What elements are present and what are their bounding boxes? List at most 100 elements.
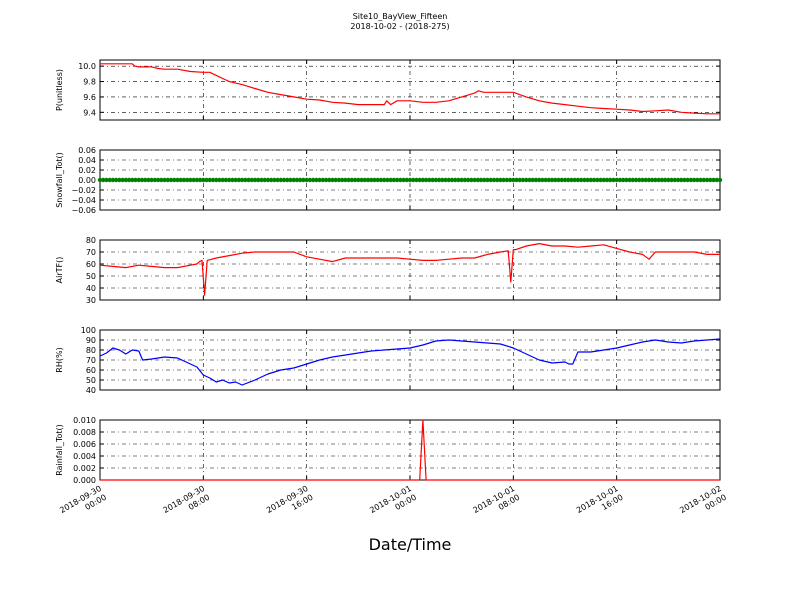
data-point [540,177,545,183]
series-line [99,243,720,296]
data-point [246,177,251,183]
data-point [688,177,694,183]
data-point [675,177,681,183]
data-point [333,177,338,183]
data-point [446,177,451,183]
data-point [714,177,719,183]
data-point [482,177,487,183]
data-point [553,177,558,183]
y-axis-label: Snowfall_Tot() [55,152,64,208]
data-point [327,177,332,183]
data-point [349,177,355,183]
data-point [317,177,322,183]
data-point [256,177,261,183]
data-point [398,177,403,183]
data-point [646,177,652,183]
data-point [314,177,319,183]
data-point [633,177,639,183]
data-point [320,177,326,183]
data-point [453,177,458,183]
y-tick-label: 70 [86,248,96,257]
data-point [469,177,474,183]
data-point [184,177,190,183]
data-point [294,177,300,183]
y-tick-label: 0.010 [73,416,96,425]
data-point [520,177,526,183]
panel-1: 10.0 9.8 9.6 9.4 P(unitless) [55,59,721,121]
data-point [672,177,677,183]
data-point [307,177,313,183]
data-point [394,177,400,183]
data-point [543,177,548,183]
data-point [627,177,632,183]
data-point [336,177,342,183]
data-point [162,177,167,183]
data-point [708,177,713,183]
data-point [666,177,671,183]
y-tick-label: 9.6 [83,93,96,102]
data-point [717,177,723,183]
data-point [456,177,461,183]
data-point [210,177,216,183]
data-point [226,177,232,183]
data-point [478,177,484,183]
data-point [268,177,274,183]
data-point [168,177,174,183]
panel-2: 0.060.040.020.00−0.02−0.04−0.06 Snowfall_… [55,146,723,215]
panel-3: 80 70 60 50 40 30 AirTF() [55,236,721,305]
data-point [239,177,245,183]
data-point [310,177,316,183]
data-point [110,177,116,183]
data-point [494,177,500,183]
data-point [695,177,700,183]
data-point [462,177,468,183]
data-point [172,177,177,183]
data-point [433,177,439,183]
data-point [549,177,555,183]
data-point [178,177,183,183]
y-tick-label: 0.002 [73,464,96,473]
data-point [339,177,345,183]
data-point [352,177,358,183]
data-point [159,177,164,183]
data-point [649,177,655,183]
data-point [181,177,187,183]
data-point [149,177,154,183]
data-point [97,177,103,183]
data-point [485,177,490,183]
data-point [617,177,623,183]
chart-title: Site10_BayView_Fifteen [353,12,448,21]
data-point [275,177,280,183]
data-point [427,177,432,183]
series-line [99,338,721,386]
data-point [381,177,387,183]
data-point [659,177,665,183]
data-point [298,177,303,183]
y-axis-label: P(unitless) [55,69,64,111]
y-tick-label: −0.02 [71,186,96,195]
data-point [417,177,422,183]
data-point [507,177,513,183]
data-point [285,177,290,183]
data-point [465,177,471,183]
data-point [685,177,690,183]
y-tick-label: 0.02 [78,166,96,175]
data-point [278,177,284,183]
data-point [323,177,329,183]
data-point [369,177,374,183]
data-point [401,177,406,183]
data-point [643,177,648,183]
y-tick-label: 9.8 [83,78,96,87]
y-tick-label: 80 [86,236,96,245]
data-point [527,177,532,183]
data-point [152,177,158,183]
y-tick-label: 9.4 [83,108,96,117]
y-tick-label: −0.06 [71,206,96,215]
data-point [566,177,571,183]
data-point [372,177,377,183]
data-point [165,177,171,183]
